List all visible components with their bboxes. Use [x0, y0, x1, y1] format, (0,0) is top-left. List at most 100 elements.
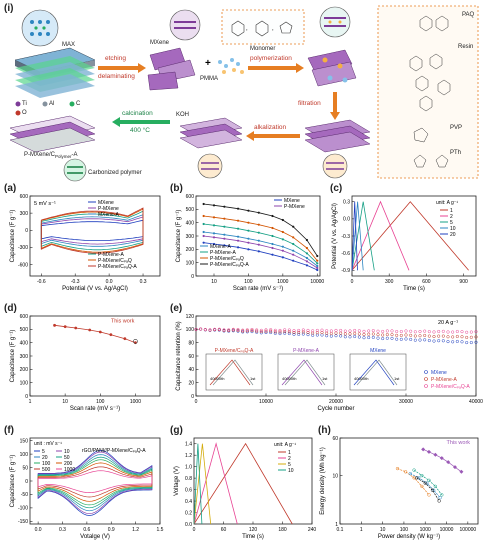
- y-tick-label: -0.3: [341, 234, 350, 240]
- this-work-marker: [446, 460, 451, 465]
- polymer-structure-drawings: [409, 15, 451, 168]
- comparison-marker: [403, 470, 408, 474]
- x-axis-label: Time (s): [242, 534, 264, 540]
- rate-point: [223, 233, 226, 236]
- delaminating-label: delaminating: [98, 73, 135, 80]
- retention-point: [409, 333, 413, 337]
- retention-point: [315, 328, 319, 332]
- y-tick-label: 120: [186, 314, 195, 320]
- y-tick-label: 80: [188, 340, 194, 346]
- rate-point: [292, 225, 295, 228]
- x-tick-label: 0.0: [35, 527, 42, 533]
- comparison-marker: [433, 484, 438, 489]
- rate-point: [212, 204, 216, 207]
- legend-label-10: 10: [450, 226, 456, 232]
- current-density-annotation: 20 A g⁻¹: [438, 320, 458, 326]
- retention-point: [455, 334, 459, 339]
- rate-point: [316, 266, 319, 270]
- retention-point: [437, 339, 441, 343]
- svg-text:+: +: [205, 58, 211, 69]
- rate-point: [257, 250, 260, 253]
- retention-point: [283, 330, 287, 334]
- y-tick-label: 200: [186, 247, 195, 253]
- legend-title: unit : mV s⁻¹: [34, 441, 62, 447]
- retention-point: [255, 329, 259, 333]
- retention-point: [301, 332, 305, 336]
- retention-point: [292, 330, 296, 335]
- ragone-line: [413, 469, 443, 496]
- x-tick-label: -0.6: [37, 279, 46, 285]
- retention-point: [437, 334, 441, 338]
- inset-cycle-label: 40000th: [210, 376, 224, 381]
- retention-point: [357, 335, 361, 339]
- rate-point: [247, 248, 250, 251]
- retention-point: [413, 334, 417, 338]
- retention-point: [451, 335, 455, 339]
- chart-f-device-cv: 0.0 0.3 0.6 0.9 1.2 1.5 -150 -100 -50 0 50 100 150 Vo…: [10, 437, 164, 540]
- x-axis-label: Cycle number: [317, 406, 354, 412]
- legend-label-MXene-A: MXene-A: [98, 212, 120, 218]
- panel-label-h: (h): [318, 425, 331, 436]
- rate-point: [202, 222, 205, 226]
- rate-point: [236, 235, 240, 238]
- synthesis-scheme: ,, +: [9, 5, 479, 182]
- retention-point: [311, 331, 315, 335]
- retention-point: [241, 330, 245, 334]
- y-tick-label: 0.0: [185, 522, 192, 528]
- retention-point: [245, 328, 249, 332]
- rate-point: [257, 211, 260, 214]
- retention-point: [287, 330, 291, 334]
- chart-a-cv-curves: -0.6 -0.3 0.0 0.3 -600 -300 0 300 600 Potential (…: [10, 194, 161, 292]
- y-tick-label: 0: [25, 394, 28, 400]
- retention-point: [306, 328, 310, 332]
- x-tick-label: 10: [380, 527, 386, 533]
- comparison-marker: [412, 468, 416, 472]
- retention-point: [203, 327, 207, 332]
- rate-point: [271, 234, 274, 238]
- ragone-line: [416, 477, 440, 502]
- this-work-point: [63, 325, 67, 329]
- retention-point: [427, 334, 431, 338]
- retention-point: [357, 332, 361, 336]
- x-tick-label: 300: [385, 279, 394, 285]
- film-detail-circle: [322, 153, 348, 179]
- retention-point: [259, 328, 263, 332]
- polymer-pth-label: PTh: [450, 150, 462, 156]
- rate-point: [223, 205, 226, 208]
- legend-label-P-MXene/CₚₐQ-A: P-MXene/CₚₐQ-A: [431, 384, 470, 390]
- rate-point: [236, 246, 240, 249]
- retention-point: [236, 328, 240, 332]
- y-tick-label: 600: [186, 194, 195, 200]
- plot-frame: [351, 195, 477, 277]
- retention-point: [287, 328, 291, 332]
- legend-label-P-MXene/CₚₐQ-A: P-MXene/CₚₐQ-A: [210, 262, 249, 268]
- gcd-curve-5: [351, 201, 375, 271]
- legend-label-P-MXene: P-MXene: [98, 206, 119, 212]
- mxene-label: MXene: [150, 40, 170, 46]
- rate-point: [212, 242, 216, 246]
- retention-point: [385, 329, 389, 333]
- x-tick-label: 100: [244, 279, 253, 285]
- alkalization-label: alkalization: [254, 124, 287, 131]
- panel-label-g: (g): [170, 425, 183, 436]
- cv-curve-P-MXene/CₚₐQ-A: [40, 207, 144, 254]
- y-tick-label: -100: [18, 506, 28, 512]
- rate-point: [305, 264, 309, 267]
- retention-point: [381, 329, 385, 334]
- retention-point: [362, 332, 366, 337]
- retention-point: [367, 335, 371, 340]
- polymer-pvp-label: PVP: [450, 125, 463, 131]
- legend-c-label: C: [76, 101, 81, 107]
- retention-point: [474, 335, 478, 339]
- device-cv-10: [37, 451, 153, 515]
- legend-label-P-MXene/CₚₐQ-A: P-MXene/CₚₐQ-A: [98, 264, 137, 270]
- rate-point: [202, 214, 205, 218]
- inset-first-label: 1st: [250, 376, 256, 381]
- calcination-label: calcination: [122, 110, 153, 117]
- retention-point: [367, 329, 371, 333]
- retention-point: [273, 331, 277, 335]
- retention-point: [250, 328, 254, 333]
- retention-point: [217, 327, 221, 331]
- device-cv-1000: [37, 470, 153, 493]
- y-tick-label: 1.4: [185, 442, 192, 448]
